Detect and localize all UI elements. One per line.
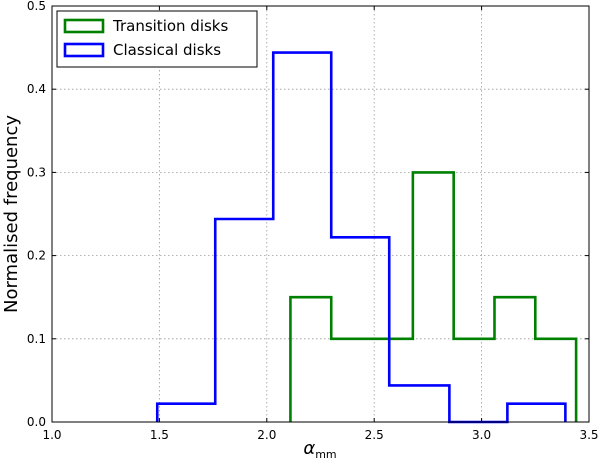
legend-swatch: [63, 42, 105, 58]
y-tick-label: 0.4: [27, 82, 46, 96]
y-axis-label: Normalised frequency: [1, 115, 22, 313]
x-tick-label: 3.5: [579, 428, 598, 442]
series-line-classical-disks: [155, 51, 567, 424]
ticks: 1.0 1.5 2.0 2.5 3.0 3.5 0.0 0.1 0.2 0.3 0.4 0.5: [27, 0, 599, 442]
x-tick-label: 1.5: [150, 428, 169, 442]
legend-label: Classical disks: [113, 41, 221, 59]
series-layer: [155, 51, 578, 424]
x-tick-label: 2.0: [257, 428, 276, 442]
y-tick-label: 0.1: [27, 332, 46, 346]
x-tick-label: 1.0: [42, 428, 61, 442]
legend: Transition disks Classical disks: [56, 10, 258, 68]
x-axis-label-symbol: α: [303, 438, 315, 459]
series-line-transition-disks: [289, 171, 578, 422]
x-axis-label: αmm: [303, 438, 336, 461]
legend-swatch: [63, 18, 105, 34]
x-tick-label: 3.0: [472, 428, 491, 442]
plot-frame: [51, 5, 590, 423]
y-tick-label: 0.0: [27, 415, 46, 429]
y-tick-label: 0.3: [27, 165, 46, 179]
legend-label: Transition disks: [112, 17, 228, 35]
y-tick-label: 0.5: [27, 0, 46, 13]
x-tick-label: 2.5: [365, 428, 384, 442]
y-tick-label: 0.2: [27, 249, 46, 263]
x-axis-label-subscript: mm: [315, 448, 336, 461]
grid: [51, 5, 590, 423]
